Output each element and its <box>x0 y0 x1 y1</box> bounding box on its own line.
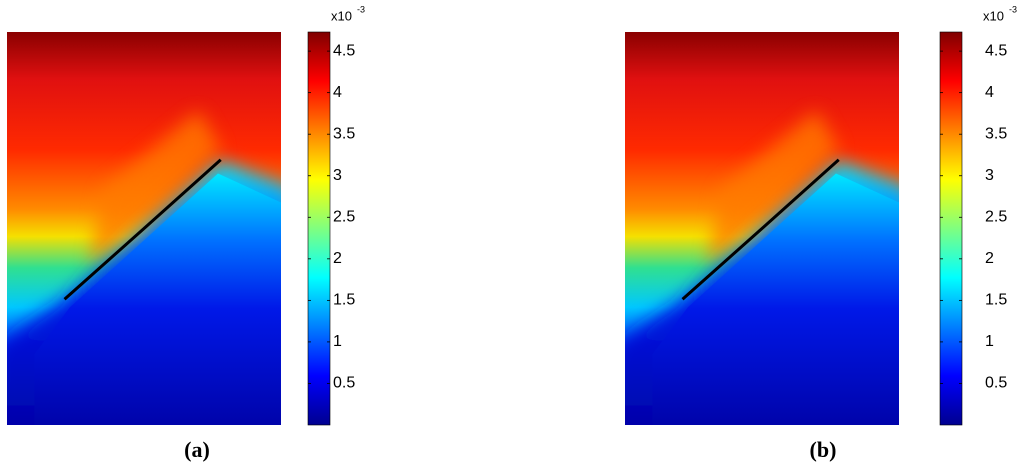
heatmap-lower-core <box>652 173 899 425</box>
heatmap <box>7 32 281 425</box>
panel: 0.5 1 1.5 2 2.5 3 3.5 4 4.5 x10 -3 (b) <box>625 4 1017 462</box>
crack <box>681 158 840 301</box>
colorbar-tick-label: 2 <box>333 250 342 267</box>
colorbar-tick-label: 1.5 <box>985 292 1007 309</box>
colorbar-tick-label: 0.5 <box>333 375 355 392</box>
colorbar-exponent: -3 <box>1009 4 1017 14</box>
colorbar-tick-label: 3 <box>333 167 342 184</box>
colorbar-tick-label: 1 <box>333 333 342 350</box>
panel: 0.5 1 1.5 2 2.5 3 3.5 4 4.5 x10 -3 (a) <box>7 4 365 462</box>
colorbar <box>939 31 963 426</box>
colorbar-tick-label: 2.5 <box>985 209 1007 226</box>
colorbar <box>307 31 331 426</box>
colorbar-tick-label: 4 <box>333 84 342 101</box>
caption: (a) <box>184 437 210 462</box>
heatmap-orange <box>89 110 221 268</box>
colorbar-tick-label: 4 <box>985 84 994 101</box>
colorbar-tick-label: 1.5 <box>333 292 355 309</box>
colorbar-tick-label: 2 <box>985 250 994 267</box>
colorbar-tick-label: 1 <box>985 333 994 350</box>
heatmap-orange <box>707 110 839 268</box>
colorbar-tick-label: 4.5 <box>985 42 1007 59</box>
colorbar-tick-label: 0.5 <box>985 375 1007 392</box>
colorbar-scale: x10 <box>983 8 1004 23</box>
colorbar-tick-label: 3 <box>985 167 994 184</box>
colorbar-tick-label: 3.5 <box>985 125 1007 142</box>
colorbar-exponent: -3 <box>357 4 365 14</box>
heatmap <box>625 32 899 425</box>
colorbar-tick-label: 2.5 <box>333 209 355 226</box>
heatmap-lower-core <box>34 173 281 425</box>
colorbar-tick-label: 4.5 <box>333 42 355 59</box>
crack <box>63 158 222 301</box>
colorbar-tick-label: 3.5 <box>333 125 355 142</box>
caption: (b) <box>810 437 837 462</box>
colorbar-scale: x10 <box>331 8 352 23</box>
